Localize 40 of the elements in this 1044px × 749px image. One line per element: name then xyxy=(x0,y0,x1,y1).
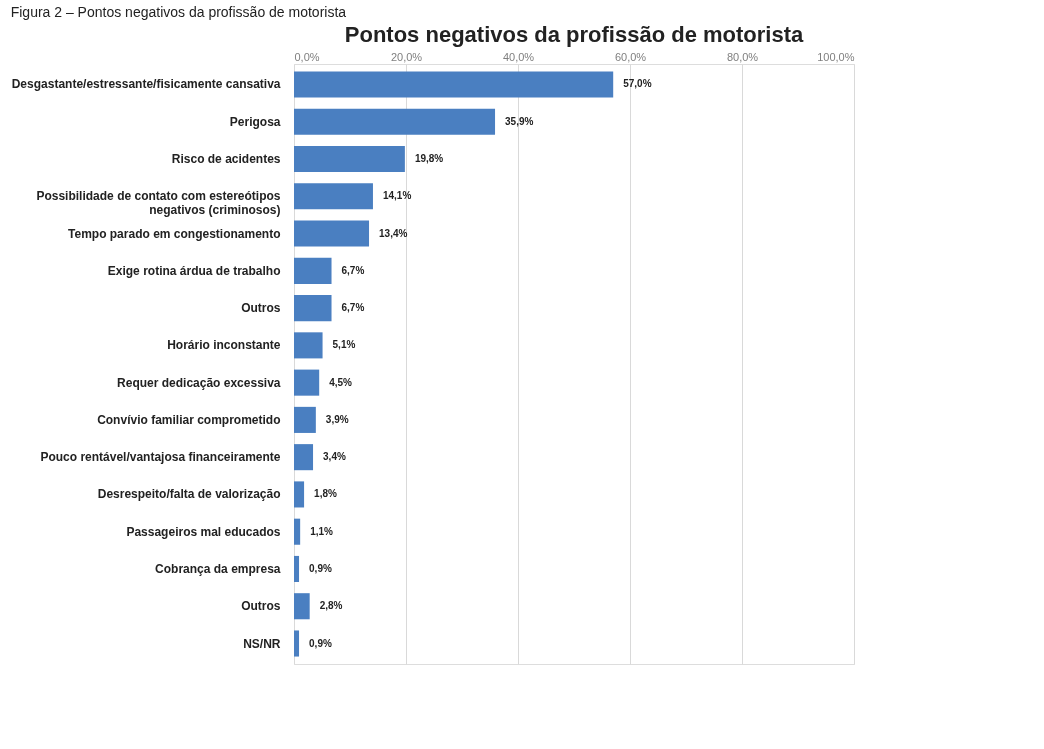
y-tick-label: Exige rotina árdua de trabalho xyxy=(107,263,281,278)
data-label: 57,0% xyxy=(623,78,652,90)
y-tick-label: Desrespeito/falta de valorização xyxy=(97,487,281,502)
x-tick-label: 0,0% xyxy=(294,50,320,63)
data-label: 1,1% xyxy=(310,525,334,537)
y-tick-label: Outros xyxy=(241,599,281,614)
x-tick-label: 40,0% xyxy=(502,50,535,63)
y-tick-label: Convívio familiar comprometido xyxy=(97,412,281,427)
y-tick-label: Tempo parado em congestionamento xyxy=(68,226,281,241)
data-label: 6,7% xyxy=(341,302,365,314)
x-tick-label: 100,0% xyxy=(817,50,855,63)
y-tick-label: Possibilidade de contato com estereótipos negativos (criminosos) xyxy=(36,189,281,218)
data-label: 2,8% xyxy=(319,600,343,612)
data-label: 13,4% xyxy=(379,227,408,239)
data-label: 1,8% xyxy=(314,488,337,500)
y-tick-label: Perigosa xyxy=(229,114,281,129)
text: Figura 2 – Pontos negativos da profissão de motorista xyxy=(10,3,347,20)
x-tick-label: 80,0% xyxy=(726,50,759,63)
data-label: 19,8% xyxy=(414,153,444,165)
data-label: 3,4% xyxy=(323,451,346,463)
y-tick-label: Outros xyxy=(241,301,281,316)
chart-title: Pontos negativos da profissão de motorista xyxy=(344,22,804,47)
y-tick-label: Desgastante/estressante/fisicamente cansativa xyxy=(11,77,281,92)
data-label: 5,1% xyxy=(332,339,356,351)
data-label: 6,7% xyxy=(341,264,365,276)
y-tick-label: Passageiros mal educados xyxy=(126,524,281,539)
data-label: 0,9% xyxy=(309,562,332,574)
x-tick-label: 20,0% xyxy=(390,50,423,63)
data-label: 4,5% xyxy=(329,376,353,388)
y-tick-label: Horário inconstante xyxy=(167,338,281,353)
data-label: 3,9% xyxy=(325,413,349,425)
y-tick-label: NS/NR xyxy=(243,636,281,651)
data-label: 35,9% xyxy=(505,115,534,127)
y-tick-label: Pouco rentável/vantajosa financeiramente xyxy=(40,450,281,465)
y-tick-label: Requer dedicação excessiva xyxy=(117,375,281,390)
data-label: 0,9% xyxy=(309,637,332,649)
x-tick-label: 60,0% xyxy=(614,50,647,63)
y-tick-label: Risco de acidentes xyxy=(171,152,281,167)
data-label: 14,1% xyxy=(382,190,412,202)
y-tick-label: Cobrança da empresa xyxy=(155,561,281,576)
